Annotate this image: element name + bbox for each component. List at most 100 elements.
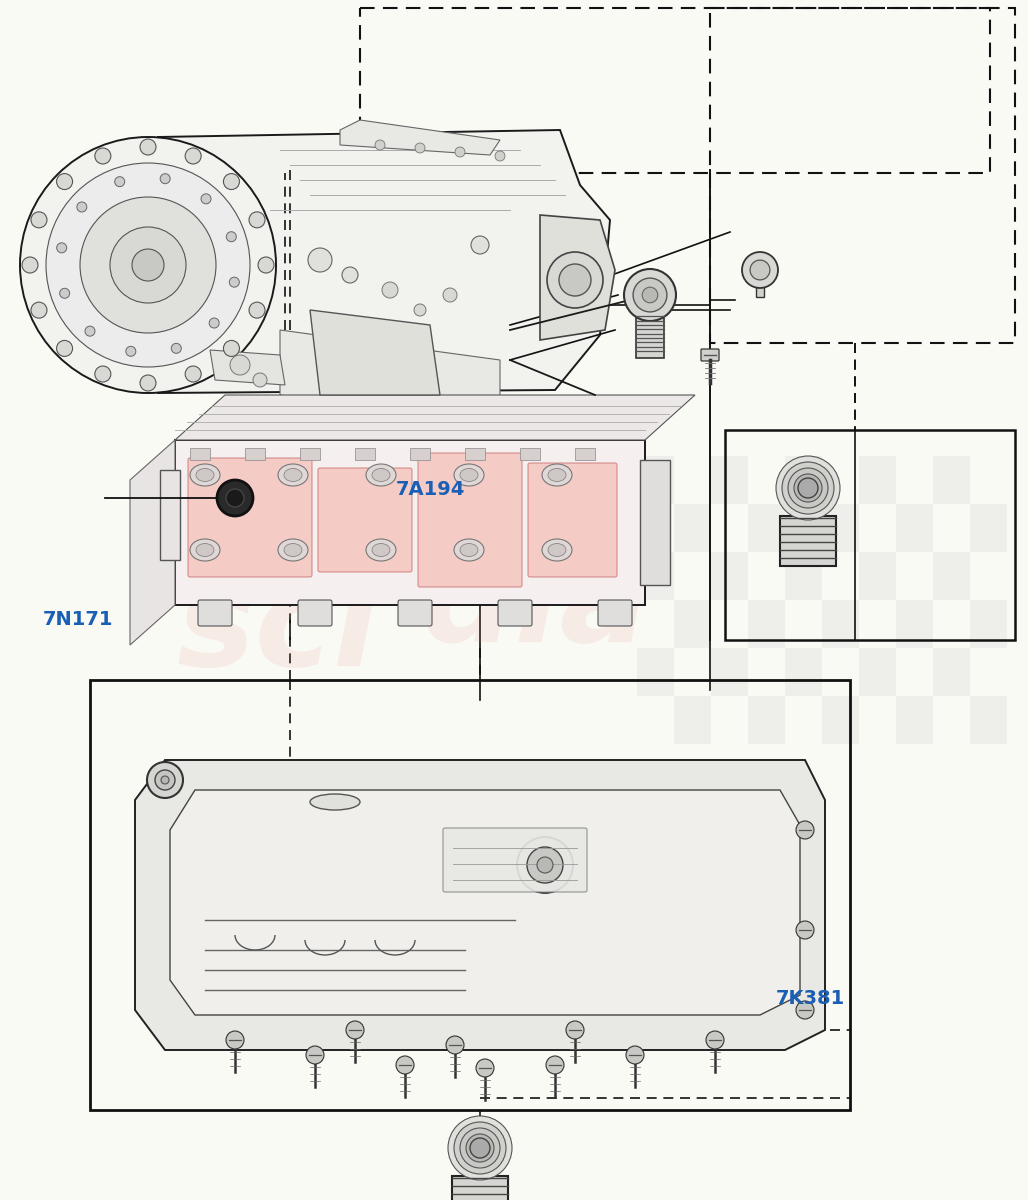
Bar — [725, 430, 1015, 640]
Ellipse shape — [548, 544, 566, 557]
Circle shape — [476, 1058, 494, 1078]
Circle shape — [132, 248, 164, 281]
Circle shape — [140, 139, 156, 155]
Circle shape — [80, 197, 216, 332]
Polygon shape — [340, 120, 500, 155]
Polygon shape — [540, 215, 615, 340]
Circle shape — [46, 163, 250, 367]
Ellipse shape — [372, 544, 390, 557]
Ellipse shape — [284, 468, 302, 481]
Circle shape — [31, 302, 47, 318]
Circle shape — [22, 257, 38, 272]
Ellipse shape — [542, 464, 572, 486]
Ellipse shape — [284, 544, 302, 557]
Circle shape — [446, 1036, 464, 1054]
Bar — [785, 456, 822, 504]
Circle shape — [342, 266, 358, 283]
Text: scl: scl — [177, 566, 378, 694]
Circle shape — [201, 194, 211, 204]
Circle shape — [85, 326, 95, 336]
Circle shape — [472, 1140, 488, 1156]
Circle shape — [226, 232, 236, 241]
Circle shape — [223, 174, 240, 190]
FancyBboxPatch shape — [418, 452, 522, 587]
Circle shape — [20, 137, 276, 392]
Ellipse shape — [454, 539, 484, 560]
Circle shape — [624, 269, 676, 320]
Circle shape — [448, 1116, 512, 1180]
Circle shape — [306, 1046, 324, 1064]
Bar — [859, 552, 896, 600]
FancyBboxPatch shape — [398, 600, 432, 626]
Circle shape — [796, 1001, 814, 1019]
Circle shape — [776, 456, 840, 520]
Circle shape — [161, 776, 169, 784]
Circle shape — [95, 148, 111, 164]
Ellipse shape — [190, 539, 220, 560]
Circle shape — [788, 468, 828, 508]
Bar — [175, 440, 645, 605]
Circle shape — [172, 343, 181, 353]
Ellipse shape — [278, 464, 308, 486]
Bar — [674, 504, 711, 552]
Bar — [90, 680, 850, 1110]
Circle shape — [546, 1056, 564, 1074]
Bar — [360, 8, 990, 173]
Bar — [300, 448, 320, 460]
Circle shape — [226, 1031, 244, 1049]
Ellipse shape — [460, 468, 478, 481]
Bar — [785, 648, 822, 696]
Circle shape — [626, 1046, 644, 1064]
Circle shape — [115, 176, 124, 187]
Circle shape — [230, 355, 250, 374]
Circle shape — [537, 857, 553, 874]
Bar — [637, 648, 674, 696]
Bar — [785, 552, 822, 600]
Polygon shape — [170, 790, 800, 1015]
Circle shape — [800, 480, 816, 496]
Bar — [637, 456, 674, 504]
Circle shape — [782, 462, 834, 514]
Ellipse shape — [372, 468, 390, 481]
Bar — [575, 448, 595, 460]
Text: 7N171: 7N171 — [43, 610, 114, 629]
Circle shape — [396, 1056, 414, 1074]
Circle shape — [308, 248, 332, 272]
Circle shape — [125, 347, 136, 356]
Ellipse shape — [278, 539, 308, 560]
Bar — [635, 313, 664, 358]
Circle shape — [547, 252, 603, 308]
Circle shape — [798, 478, 818, 498]
Bar — [637, 552, 674, 600]
Polygon shape — [135, 760, 825, 1050]
Polygon shape — [280, 330, 500, 430]
FancyBboxPatch shape — [443, 828, 587, 892]
Circle shape — [454, 1122, 506, 1174]
Circle shape — [57, 174, 73, 190]
Ellipse shape — [366, 464, 396, 486]
Circle shape — [110, 227, 186, 302]
Circle shape — [155, 770, 175, 790]
Ellipse shape — [190, 464, 220, 486]
Text: car  parts: car parts — [285, 528, 538, 581]
Circle shape — [470, 1138, 490, 1158]
Circle shape — [95, 366, 111, 382]
Circle shape — [642, 287, 658, 302]
Circle shape — [57, 341, 73, 356]
Circle shape — [466, 1134, 494, 1162]
Bar — [355, 448, 375, 460]
Circle shape — [346, 1021, 364, 1039]
Text: 7A194: 7A194 — [396, 480, 465, 499]
Circle shape — [460, 1128, 500, 1168]
Circle shape — [414, 304, 426, 316]
Bar — [859, 648, 896, 696]
Polygon shape — [175, 395, 695, 440]
Circle shape — [517, 838, 573, 893]
Circle shape — [750, 260, 770, 280]
FancyBboxPatch shape — [188, 458, 313, 577]
Circle shape — [223, 341, 240, 356]
FancyBboxPatch shape — [298, 600, 332, 626]
Bar — [822, 696, 859, 744]
Circle shape — [471, 236, 489, 254]
Bar — [970, 696, 1007, 744]
